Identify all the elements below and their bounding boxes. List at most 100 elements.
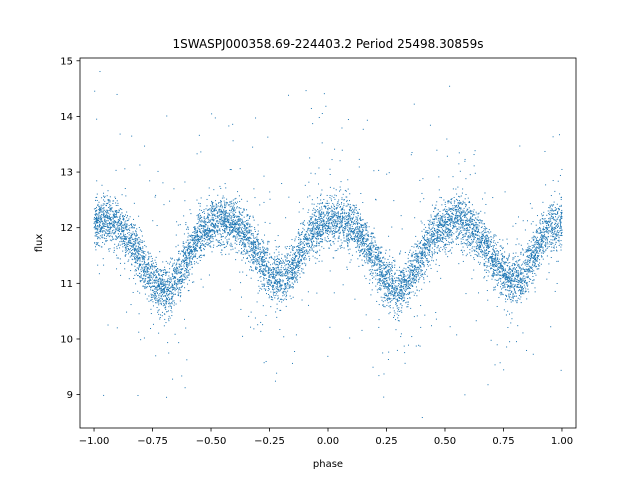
data-point xyxy=(246,258,248,260)
data-point xyxy=(433,223,435,225)
data-point xyxy=(502,287,504,289)
data-point xyxy=(370,269,372,271)
data-point xyxy=(382,285,384,287)
data-point xyxy=(492,270,494,272)
data-point xyxy=(151,263,153,265)
data-point xyxy=(524,264,526,266)
data-point xyxy=(162,283,164,285)
data-point xyxy=(547,246,549,248)
data-point xyxy=(226,234,228,236)
data-point xyxy=(368,260,370,262)
data-point xyxy=(287,253,289,255)
data-point xyxy=(451,238,453,240)
data-point xyxy=(422,237,424,239)
data-point xyxy=(140,280,142,282)
data-point xyxy=(360,235,362,237)
data-point xyxy=(163,273,165,275)
data-point xyxy=(497,267,499,269)
data-point xyxy=(187,262,189,264)
data-point xyxy=(282,291,284,293)
data-point xyxy=(280,262,282,264)
data-point xyxy=(522,289,524,291)
data-point xyxy=(133,278,135,279)
data-point xyxy=(496,271,498,273)
data-point xyxy=(535,248,537,250)
data-point xyxy=(499,362,501,364)
data-point xyxy=(138,253,140,255)
data-point xyxy=(505,273,507,275)
data-point xyxy=(165,293,167,295)
data-point xyxy=(341,202,343,204)
data-point xyxy=(385,267,387,269)
data-point xyxy=(311,213,313,215)
data-point xyxy=(176,278,178,280)
data-point xyxy=(303,262,305,264)
data-point xyxy=(502,256,504,258)
data-point xyxy=(330,218,332,220)
data-point xyxy=(197,241,199,243)
data-point xyxy=(200,235,202,237)
data-point xyxy=(121,231,123,233)
data-point xyxy=(246,257,248,259)
data-point xyxy=(380,246,382,248)
data-point xyxy=(437,238,439,240)
data-point xyxy=(363,252,365,254)
data-point xyxy=(557,232,559,234)
data-point xyxy=(146,267,148,269)
data-point xyxy=(360,242,362,244)
data-point xyxy=(521,278,523,280)
data-point xyxy=(507,259,509,261)
data-point xyxy=(161,279,163,281)
data-point xyxy=(335,219,337,221)
data-point xyxy=(137,258,139,260)
data-point xyxy=(171,289,173,291)
data-point xyxy=(553,228,555,230)
data-point xyxy=(186,261,188,263)
data-point xyxy=(271,257,272,259)
data-point xyxy=(517,272,519,274)
data-point xyxy=(549,243,551,245)
data-point xyxy=(321,213,323,215)
data-point xyxy=(471,221,473,223)
data-point xyxy=(424,273,426,275)
data-point xyxy=(210,219,212,221)
data-point xyxy=(501,293,503,295)
data-point xyxy=(153,272,155,274)
data-point xyxy=(362,265,364,267)
data-point xyxy=(546,238,548,240)
data-point xyxy=(130,224,132,226)
data-point xyxy=(437,226,439,228)
data-point xyxy=(443,247,445,249)
data-point xyxy=(320,221,322,223)
data-point xyxy=(521,286,523,288)
data-point xyxy=(209,231,211,233)
data-point xyxy=(324,237,326,239)
data-point xyxy=(322,227,324,229)
data-point xyxy=(194,235,196,237)
data-point xyxy=(222,229,224,231)
data-point xyxy=(441,231,443,233)
data-point xyxy=(311,236,313,238)
data-point xyxy=(209,240,211,242)
data-point xyxy=(412,272,414,274)
data-point xyxy=(282,299,284,301)
data-point xyxy=(339,186,341,188)
data-point xyxy=(545,231,547,233)
data-point xyxy=(416,244,418,246)
data-point xyxy=(459,220,461,222)
data-point xyxy=(327,222,329,224)
data-point xyxy=(513,257,515,259)
data-point xyxy=(464,225,466,227)
data-point xyxy=(98,224,100,226)
data-point xyxy=(382,257,384,259)
data-point xyxy=(126,223,128,225)
data-point xyxy=(255,267,257,269)
data-point xyxy=(237,220,239,222)
data-point xyxy=(160,284,162,286)
data-point xyxy=(469,227,471,229)
data-point xyxy=(327,214,329,216)
data-point xyxy=(189,257,191,259)
data-point xyxy=(198,256,200,258)
data-point xyxy=(479,262,481,264)
data-point xyxy=(293,246,295,248)
